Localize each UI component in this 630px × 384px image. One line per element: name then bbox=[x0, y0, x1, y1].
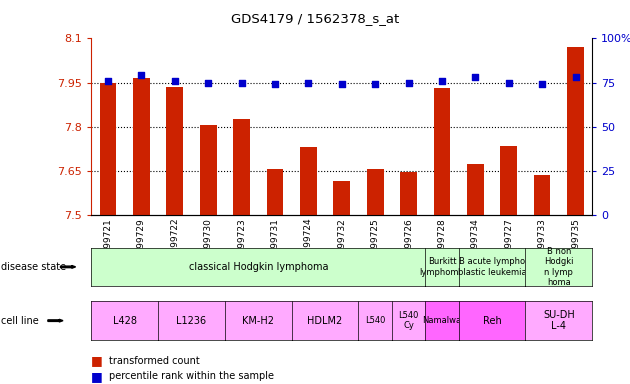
Point bbox=[270, 81, 280, 88]
Bar bbox=[567, 47, 584, 215]
Bar bbox=[500, 146, 517, 215]
Text: ■: ■ bbox=[91, 354, 103, 367]
Point bbox=[570, 74, 580, 80]
Text: B non
Hodgki
n lymp
homa: B non Hodgki n lymp homa bbox=[544, 247, 573, 287]
Text: GDS4179 / 1562378_s_at: GDS4179 / 1562378_s_at bbox=[231, 12, 399, 25]
Bar bbox=[433, 88, 450, 215]
Text: B acute lympho
blastic leukemia: B acute lympho blastic leukemia bbox=[458, 257, 526, 276]
Bar bbox=[133, 78, 150, 215]
Bar bbox=[467, 164, 484, 215]
Text: L540: L540 bbox=[365, 316, 386, 325]
Point bbox=[470, 74, 480, 80]
Text: ■: ■ bbox=[91, 370, 103, 383]
Bar bbox=[367, 169, 384, 215]
Text: classical Hodgkin lymphoma: classical Hodgkin lymphoma bbox=[188, 262, 328, 272]
Bar bbox=[200, 125, 217, 215]
Point bbox=[136, 73, 146, 79]
Bar bbox=[100, 83, 117, 215]
Bar bbox=[333, 181, 350, 215]
Bar bbox=[534, 175, 551, 215]
Text: SU-DH
L-4: SU-DH L-4 bbox=[543, 310, 575, 331]
Bar bbox=[400, 172, 417, 215]
Point bbox=[537, 81, 547, 88]
Text: KM-H2: KM-H2 bbox=[243, 316, 274, 326]
Text: Burkitt
lymphoma: Burkitt lymphoma bbox=[420, 257, 464, 276]
Point bbox=[103, 78, 113, 84]
Text: Namalwa: Namalwa bbox=[422, 316, 462, 325]
Text: cell line: cell line bbox=[1, 316, 38, 326]
Point bbox=[437, 78, 447, 84]
Text: L1236: L1236 bbox=[176, 316, 207, 326]
Point bbox=[236, 79, 246, 86]
Text: percentile rank within the sample: percentile rank within the sample bbox=[109, 371, 274, 381]
Bar bbox=[166, 87, 183, 215]
Text: L428: L428 bbox=[113, 316, 137, 326]
Point bbox=[203, 79, 213, 86]
Text: transformed count: transformed count bbox=[109, 356, 200, 366]
Point bbox=[336, 81, 346, 88]
Point bbox=[503, 79, 513, 86]
Point bbox=[370, 81, 380, 88]
Bar bbox=[233, 119, 250, 215]
Point bbox=[169, 78, 180, 84]
Point bbox=[304, 79, 314, 86]
Bar bbox=[300, 147, 317, 215]
Text: disease state: disease state bbox=[1, 262, 66, 272]
Text: L540
Cy: L540 Cy bbox=[398, 311, 419, 330]
Bar bbox=[266, 169, 284, 215]
Text: HDLM2: HDLM2 bbox=[307, 316, 343, 326]
Point bbox=[403, 79, 413, 86]
Text: Reh: Reh bbox=[483, 316, 501, 326]
